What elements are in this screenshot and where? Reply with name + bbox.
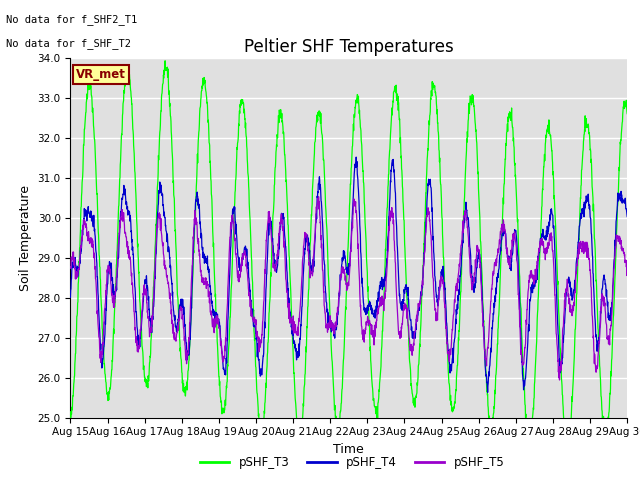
pSHF_T4 (607, 305, 615, 311)
pSHF_T4 (337, 272, 345, 278)
Title: Peltier SHF Temperatures: Peltier SHF Temperatures (244, 38, 454, 56)
Text: No data for f_SHF2_T1: No data for f_SHF2_T1 (6, 14, 138, 25)
pSHF_T3 (67, 409, 74, 415)
pSHF_T5 (315, 194, 323, 200)
pSHF_T4 (323, 300, 330, 305)
Line: pSHF_T5: pSHF_T5 (70, 197, 627, 380)
pSHF_T5 (95, 334, 102, 340)
pSHF_T5 (556, 377, 563, 383)
pSHF_T3 (323, 223, 330, 229)
Legend: pSHF_T3, pSHF_T4, pSHF_T5: pSHF_T3, pSHF_T4, pSHF_T5 (195, 452, 509, 474)
pSHF_T5 (323, 322, 330, 328)
pSHF_T3 (623, 111, 631, 117)
pSHF_T4 (353, 154, 360, 160)
pSHF_T5 (607, 323, 615, 329)
pSHF_T4 (623, 214, 631, 219)
pSHF_T5 (505, 255, 513, 261)
pSHF_T5 (337, 274, 345, 280)
pSHF_T4 (95, 310, 102, 316)
pSHF_T4 (67, 295, 74, 300)
pSHF_T3 (564, 447, 572, 453)
pSHF_T3 (607, 368, 615, 374)
pSHF_T3 (505, 115, 513, 121)
pSHF_T5 (623, 265, 631, 271)
pSHF_T4 (484, 389, 492, 395)
pSHF_T3 (161, 58, 169, 64)
pSHF_T3 (608, 358, 616, 363)
Text: No data for f_SHF_T2: No data for f_SHF_T2 (6, 38, 131, 49)
pSHF_T4 (608, 304, 616, 310)
pSHF_T4 (506, 256, 513, 262)
Y-axis label: Soil Temperature: Soil Temperature (19, 185, 32, 290)
X-axis label: Time: Time (333, 443, 364, 456)
pSHF_T3 (337, 400, 345, 406)
pSHF_T5 (67, 265, 74, 271)
Text: VR_met: VR_met (76, 68, 126, 82)
Line: pSHF_T3: pSHF_T3 (70, 61, 627, 450)
pSHF_T5 (608, 314, 616, 320)
Line: pSHF_T4: pSHF_T4 (70, 157, 627, 392)
pSHF_T3 (95, 239, 102, 245)
